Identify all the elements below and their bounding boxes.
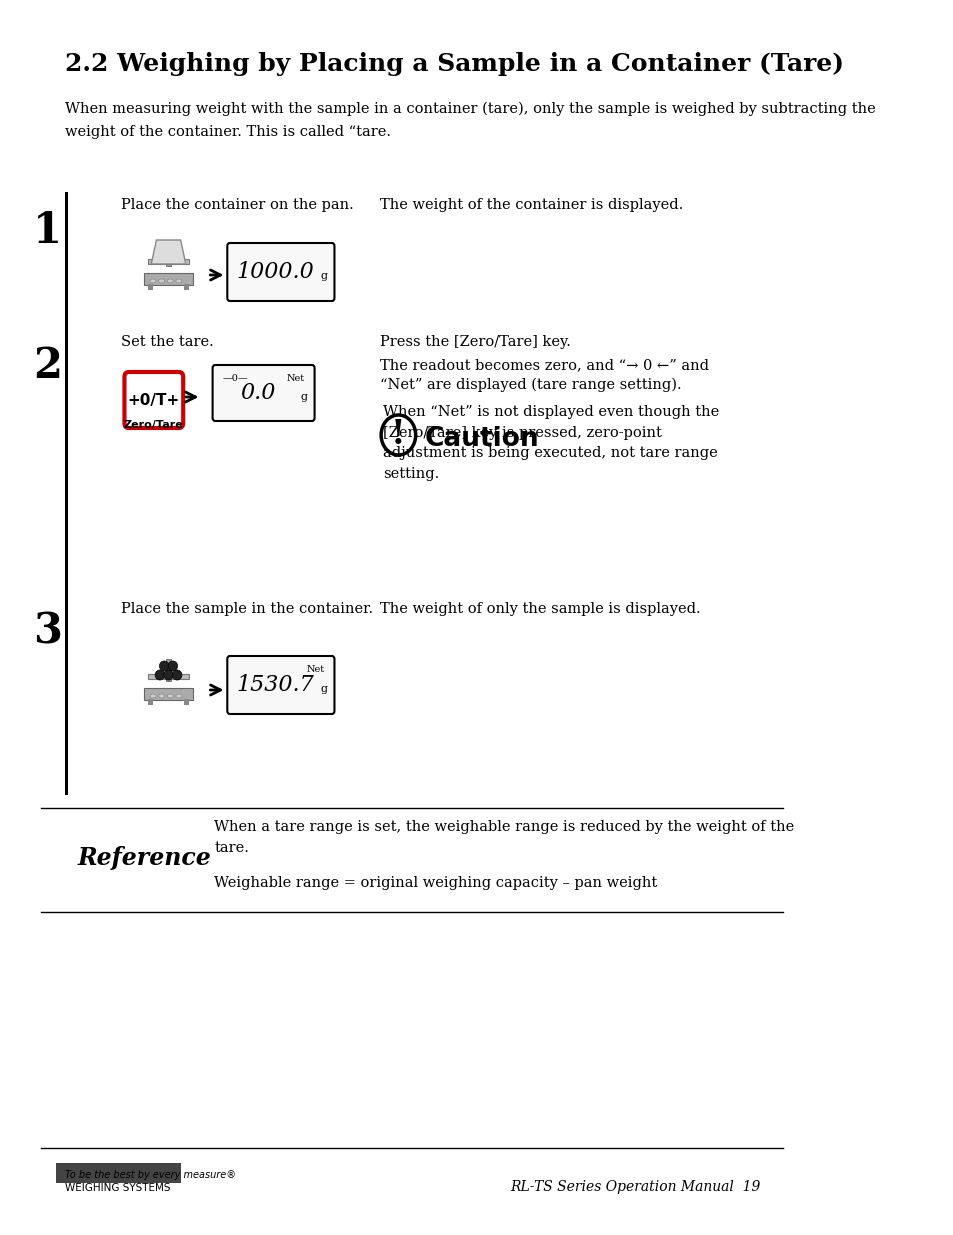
Text: Place the sample in the container.: Place the sample in the container. — [121, 601, 373, 616]
Bar — [166, 245, 171, 266]
Bar — [184, 284, 189, 290]
Bar — [148, 699, 152, 705]
Ellipse shape — [150, 694, 156, 698]
Bar — [144, 688, 193, 700]
Text: —0—: —0— — [222, 374, 248, 383]
Bar — [65, 191, 69, 795]
Ellipse shape — [175, 279, 182, 283]
FancyBboxPatch shape — [124, 372, 183, 429]
Text: Zero/Tare: Zero/Tare — [124, 420, 184, 430]
Text: Caution: Caution — [424, 426, 538, 452]
Bar — [56, 1163, 181, 1183]
Text: The readout becomes zero, and “→ 0 ←” and
“Net” are displayed (tare range settin: The readout becomes zero, and “→ 0 ←” an… — [380, 358, 708, 391]
Text: The weight of the container is displayed.: The weight of the container is displayed… — [380, 198, 682, 212]
Text: !: ! — [391, 419, 405, 452]
Text: +0/T+: +0/T+ — [128, 393, 180, 408]
Text: Net: Net — [307, 664, 325, 674]
Ellipse shape — [172, 671, 182, 680]
Text: To be the best by every measure®: To be the best by every measure® — [65, 1170, 235, 1179]
Bar — [166, 659, 171, 680]
Text: WEIGHING SYSTEMS: WEIGHING SYSTEMS — [65, 1183, 171, 1193]
Ellipse shape — [150, 279, 156, 283]
Ellipse shape — [167, 279, 173, 283]
Text: RICE LAKE: RICE LAKE — [65, 1184, 168, 1202]
Text: Press the [Zero/Tare] key.: Press the [Zero/Tare] key. — [380, 335, 571, 350]
Polygon shape — [152, 240, 186, 264]
Ellipse shape — [168, 661, 177, 671]
Ellipse shape — [167, 694, 173, 698]
Ellipse shape — [158, 279, 165, 283]
Bar — [148, 284, 152, 290]
Text: When a tare range is set, the weighable range is reduced by the weight of the
ta: When a tare range is set, the weighable … — [214, 820, 794, 855]
FancyBboxPatch shape — [227, 243, 335, 301]
Ellipse shape — [159, 661, 169, 671]
Text: Net: Net — [287, 374, 305, 383]
Text: 1530.7: 1530.7 — [236, 674, 314, 697]
Ellipse shape — [164, 671, 173, 680]
Bar — [144, 273, 193, 285]
Bar — [148, 674, 189, 679]
Text: 0.0: 0.0 — [240, 382, 275, 404]
Text: Set the tare.: Set the tare. — [121, 335, 213, 350]
Text: 2: 2 — [33, 345, 62, 387]
Ellipse shape — [175, 694, 182, 698]
Text: 2.2 Weighing by Placing a Sample in a Container (Tare): 2.2 Weighing by Placing a Sample in a Co… — [65, 52, 843, 77]
Text: Reference: Reference — [78, 846, 212, 869]
Text: 3: 3 — [33, 610, 62, 652]
Text: g: g — [320, 684, 327, 694]
Text: Place the container on the pan.: Place the container on the pan. — [121, 198, 354, 212]
Text: g: g — [300, 391, 308, 403]
FancyBboxPatch shape — [213, 366, 314, 421]
Ellipse shape — [155, 671, 165, 680]
Ellipse shape — [381, 415, 416, 454]
Text: 1: 1 — [33, 210, 62, 252]
Text: When measuring weight with the sample in a container (tare), only the sample is : When measuring weight with the sample in… — [65, 103, 875, 140]
Text: g: g — [320, 270, 327, 282]
FancyBboxPatch shape — [227, 656, 335, 714]
Bar — [148, 259, 189, 264]
Text: RL-TS Series Operation Manual  19: RL-TS Series Operation Manual 19 — [510, 1179, 760, 1194]
Ellipse shape — [158, 694, 165, 698]
Text: 1000.0: 1000.0 — [236, 261, 314, 283]
Bar — [184, 699, 189, 705]
Text: Weighable range = original weighing capacity – pan weight: Weighable range = original weighing capa… — [214, 876, 657, 890]
Text: When “Net” is not displayed even though the
[Zero/Tare] key is pressed, zero-poi: When “Net” is not displayed even though … — [382, 405, 719, 480]
Text: The weight of only the sample is displayed.: The weight of only the sample is display… — [380, 601, 700, 616]
